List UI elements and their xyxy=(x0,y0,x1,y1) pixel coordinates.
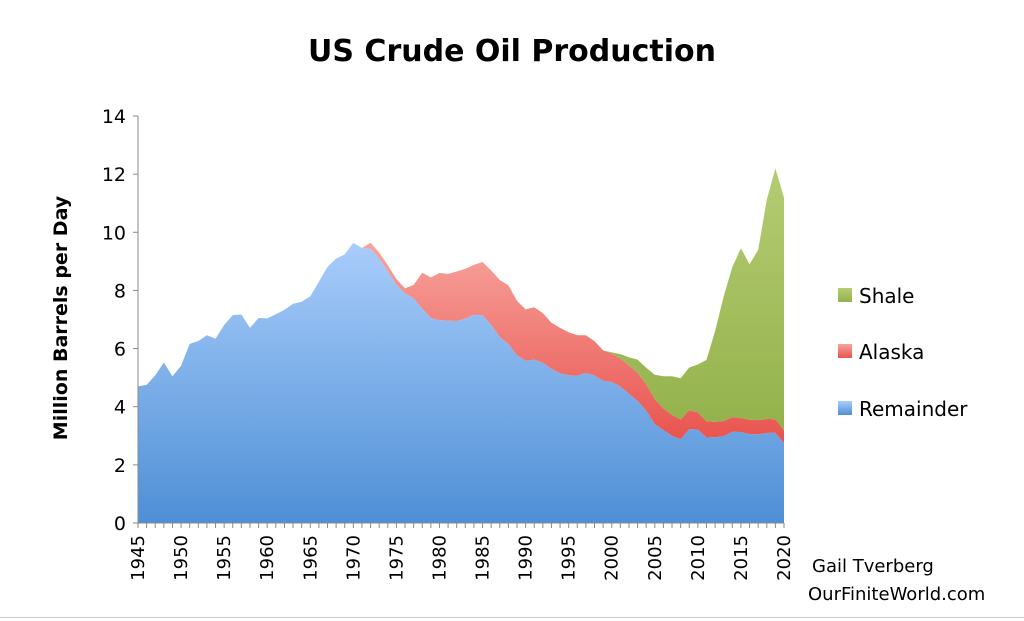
x-tick-label: 1970 xyxy=(343,535,364,581)
x-tick-label: 1975 xyxy=(386,535,407,581)
axes xyxy=(133,115,785,528)
y-axis-label: Million Barrels per Day xyxy=(50,195,72,440)
x-tick-label: 1990 xyxy=(516,535,537,581)
chart-title: US Crude Oil Production xyxy=(308,34,716,69)
y-tick-label: 8 xyxy=(114,280,126,302)
x-tick-label: 2015 xyxy=(731,535,752,581)
y-tick-label: 14 xyxy=(102,106,126,128)
area-alaska xyxy=(138,242,784,444)
x-tick-label: 1950 xyxy=(171,535,192,581)
plot-area xyxy=(138,168,784,523)
y-tick-label: 2 xyxy=(114,455,126,477)
area-remainder xyxy=(138,242,784,523)
x-tick-label: 1965 xyxy=(300,535,321,581)
x-tick-label: 1960 xyxy=(257,535,278,581)
y-tick-label: 12 xyxy=(102,164,126,186)
x-tick-label: 1980 xyxy=(430,535,451,581)
legend-label-remainder: Remainder xyxy=(859,397,968,421)
y-tick-label: 0 xyxy=(114,513,126,535)
bottom-divider xyxy=(0,617,1024,618)
area-shale xyxy=(138,168,784,431)
y-tick-labels: 0 2 4 6 8 10 12 14 xyxy=(102,106,126,535)
y-tick-label: 6 xyxy=(114,339,126,361)
x-tick-label: 1945 xyxy=(128,535,149,581)
legend: Shale Alaska Remainder xyxy=(838,284,968,421)
x-tick-label: 2010 xyxy=(688,535,709,581)
y-tick-label: 4 xyxy=(114,397,126,419)
legend-swatch-shale xyxy=(838,288,852,302)
legend-label-alaska: Alaska xyxy=(859,340,924,364)
credit-author: Gail Tverberg xyxy=(812,556,934,577)
y-tick-label: 10 xyxy=(102,222,126,244)
x-tick-label: 2005 xyxy=(645,535,666,581)
x-tick-label: 1985 xyxy=(473,535,494,581)
x-tick-labels: 1945 1950 1955 1960 1965 1970 1975 1980 1985 1990… xyxy=(128,535,795,581)
x-tick-label: 1955 xyxy=(214,535,235,581)
credit-site: OurFiniteWorld.com xyxy=(808,584,985,605)
legend-label-shale: Shale xyxy=(859,284,915,308)
legend-swatch-remainder xyxy=(838,401,852,415)
legend-swatch-alaska xyxy=(838,344,852,358)
x-tick-label: 2000 xyxy=(602,535,623,581)
x-tick-label: 1995 xyxy=(559,535,580,581)
x-tick-label: 2020 xyxy=(774,535,795,581)
